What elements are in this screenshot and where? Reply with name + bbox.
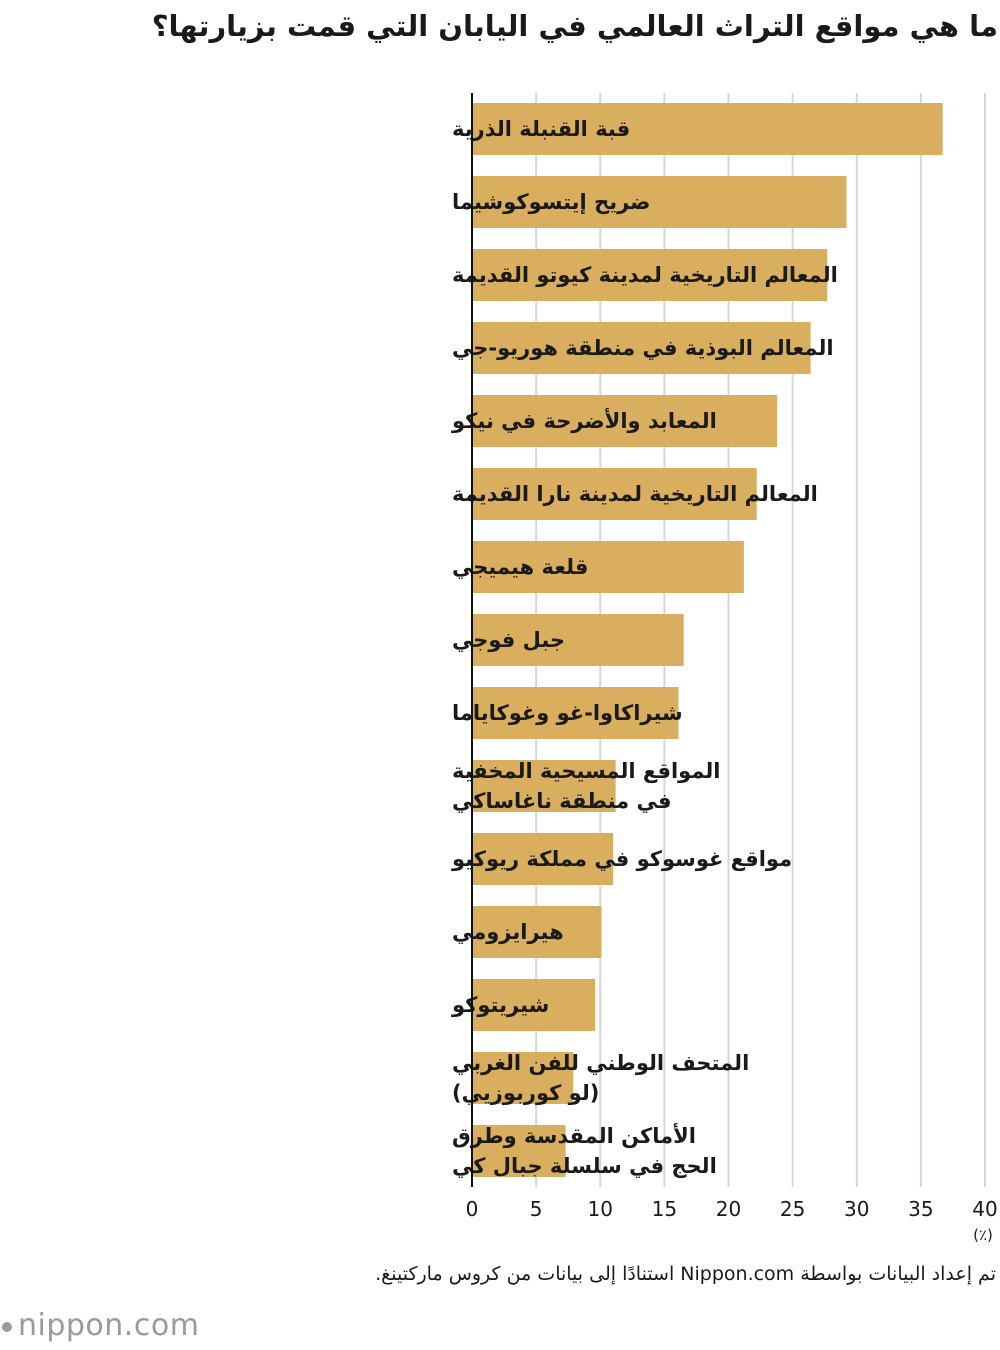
nippon-logo: nippon.com <box>2 1308 199 1343</box>
x-tick-label: 5 <box>530 1197 543 1221</box>
x-tick-label: 0 <box>466 1197 479 1221</box>
bar <box>472 176 847 228</box>
category-label: المعابد والأضرحة في نيكو <box>451 407 717 433</box>
bar <box>472 322 811 374</box>
x-tick-label: 40 <box>972 1197 997 1221</box>
category-label: شيريتوكو <box>451 993 549 1017</box>
category-label: مواقع غوسوكو في مملكة ريوكيو <box>451 847 792 871</box>
source-note: تم إعداد البيانات بواسطة Nippon.com استن… <box>375 1263 996 1285</box>
category-label: الأماكن المقدسة وطرق <box>452 1122 696 1148</box>
bar <box>472 833 614 885</box>
bar <box>472 1052 574 1104</box>
logo-text: nippon.com <box>18 1308 200 1343</box>
category-label: جبل فوجي <box>452 628 565 652</box>
category-label: المعالم البوذية في منطقة هوريو-جي <box>452 336 834 360</box>
bar-chart: قبة القنبلة الذرية ضريح إيتسوكوشيما المعال… <box>451 93 998 1244</box>
bar <box>472 468 757 520</box>
category-label: المعالم التاريخية لمدينة نارا القديمة <box>452 482 818 506</box>
category-labels: قبة القنبلة الذرية ضريح إيتسوكوشيما المعال… <box>451 117 838 1178</box>
bar <box>472 1125 566 1177</box>
bar <box>472 249 828 301</box>
chart-title: ما هي مواقع التراث العالمي في اليابان ال… <box>151 9 998 43</box>
x-tick-label: 20 <box>716 1197 741 1221</box>
category-label: قبة القنبلة الذرية <box>452 117 630 141</box>
bar <box>472 541 744 593</box>
x-tick-label: 35 <box>908 1197 933 1221</box>
category-label: الحج في سلسلة جبال كي <box>452 1154 717 1178</box>
x-tick-label: 15 <box>652 1197 677 1221</box>
bar <box>472 614 684 666</box>
bar <box>472 103 943 155</box>
x-axis-ticks: 0 5 10 15 20 25 30 35 40 <box>466 1197 998 1221</box>
bar <box>472 395 778 447</box>
bar <box>472 760 616 812</box>
x-tick-label: 25 <box>780 1197 805 1221</box>
x-tick-label: 10 <box>588 1197 613 1221</box>
category-label: المعالم التاريخية لمدينة كيوتو القديمة <box>452 263 838 287</box>
category-label: هيرايزومي <box>452 920 564 944</box>
category-label: المواقع المسيحية المخفية <box>452 759 721 783</box>
bar <box>472 979 596 1031</box>
category-label: شيراكاوا-غو وغوكاياما <box>452 701 683 725</box>
bars <box>472 103 943 1177</box>
category-label: ضريح إيتسوكوشيما <box>452 190 650 214</box>
bar <box>472 906 602 958</box>
category-label: قلعة هيميجي <box>452 555 588 579</box>
category-label: (لو كوربوزيي) <box>452 1081 599 1105</box>
category-label: في منطقة ناغاساكي <box>452 789 672 813</box>
logo-dot-icon <box>2 1321 12 1332</box>
x-axis-unit: (٪) <box>973 1226 993 1244</box>
category-label: المتحف الوطني للفن الغربي <box>452 1051 749 1075</box>
bar <box>472 687 679 739</box>
x-tick-label: 30 <box>844 1197 869 1221</box>
